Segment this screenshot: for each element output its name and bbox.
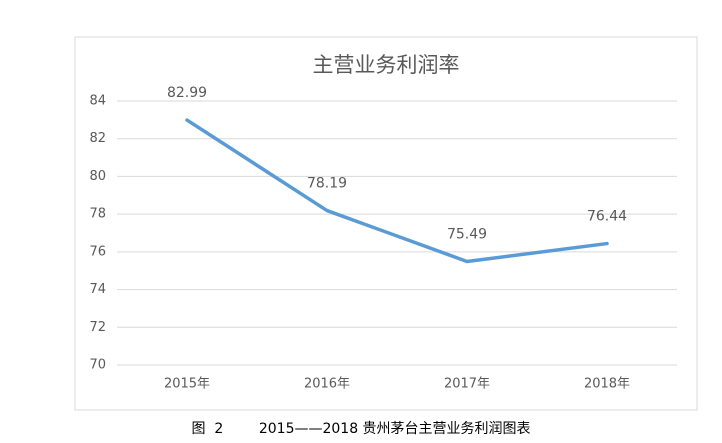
x-tick-label: 2018年 bbox=[584, 377, 630, 392]
chart-title: 主营业务利润率 bbox=[313, 53, 460, 77]
caption: 图 2 2015——2018 贵州茅台主营业务利润图表 bbox=[191, 421, 530, 437]
y-tick-label: 76 bbox=[89, 244, 106, 259]
y-tick-label: 82 bbox=[89, 131, 106, 146]
data-label: 76.44 bbox=[587, 209, 627, 225]
y-tick-label: 80 bbox=[89, 169, 106, 184]
data-label: 82.99 bbox=[167, 85, 207, 101]
y-tick-label: 74 bbox=[89, 282, 106, 297]
y-tick-label: 72 bbox=[89, 320, 106, 335]
y-tick-label: 84 bbox=[89, 94, 106, 109]
data-label: 78.19 bbox=[307, 176, 347, 192]
x-tick-label: 2015年 bbox=[164, 377, 210, 392]
chart-frame bbox=[74, 36, 698, 411]
y-tick-label: 78 bbox=[89, 207, 106, 222]
data-label: 75.49 bbox=[447, 226, 487, 242]
x-tick-label: 2016年 bbox=[304, 377, 350, 392]
line bbox=[185, 118, 609, 264]
x-tick-label: 2017年 bbox=[444, 377, 490, 392]
y-tick-label: 70 bbox=[89, 358, 106, 373]
